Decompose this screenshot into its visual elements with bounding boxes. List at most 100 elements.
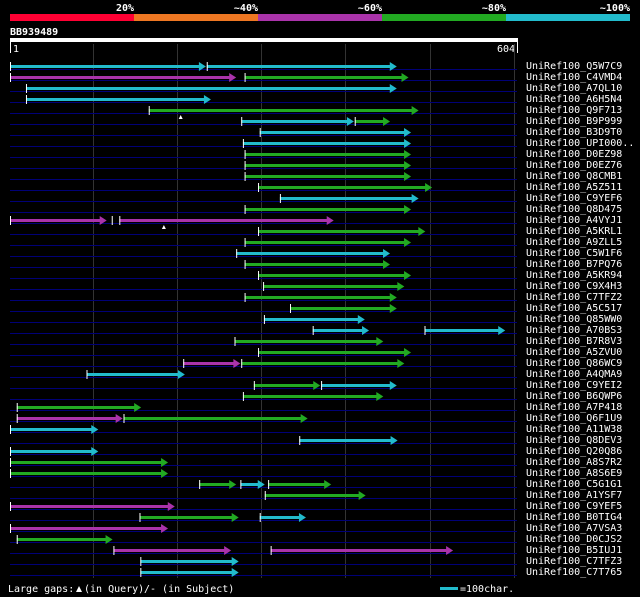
hit-segment[interactable] <box>148 109 413 112</box>
hit-label[interactable]: UniRef100_A5KR94 <box>526 270 622 281</box>
hit-segment[interactable] <box>25 98 205 101</box>
hit-segment[interactable] <box>119 219 328 222</box>
hit-label[interactable]: UniRef100_D0EZ76 <box>526 160 622 171</box>
hit-label[interactable]: UniRef100_Q8D475 <box>526 204 622 215</box>
hit-label[interactable]: UniRef100_C5W1F6 <box>526 248 622 259</box>
hit-row[interactable]: UniRef100_A7QL10 <box>10 83 622 94</box>
hit-label[interactable]: UniRef100_A11W38 <box>526 424 622 435</box>
hit-label[interactable]: UniRef100_C7T765 <box>526 567 622 578</box>
hit-segment[interactable] <box>244 296 391 299</box>
hit-segment[interactable] <box>10 219 101 222</box>
hit-row[interactable]: UniRef100_C9YEF6 <box>10 193 622 204</box>
hit-segment[interactable] <box>183 362 235 365</box>
hit-segment[interactable] <box>25 87 391 90</box>
hit-row[interactable]: UniRef100_A5C517 <box>10 303 622 314</box>
hit-label[interactable]: UniRef100_B9P999 <box>526 116 622 127</box>
hit-segment[interactable] <box>258 186 427 189</box>
hit-label[interactable]: UniRef100_B7PQ76 <box>526 259 622 270</box>
hit-label[interactable]: UniRef100_C7TFZ3 <box>526 556 622 567</box>
hit-label[interactable]: UniRef100_A5C517 <box>526 303 622 314</box>
hit-segment[interactable] <box>240 483 259 486</box>
hit-label[interactable]: UniRef100_A7P418 <box>526 402 622 413</box>
hit-row[interactable]: UniRef100_A5Z511 <box>10 182 622 193</box>
hit-row[interactable]: UniRef100_Q9F713 <box>10 105 622 119</box>
hit-label[interactable]: UniRef100_A5KRL1 <box>526 226 622 237</box>
hit-segment[interactable] <box>113 549 226 552</box>
hit-segment[interactable] <box>140 571 233 574</box>
hit-row[interactable]: UniRef100_C7TFZ3 <box>10 556 622 567</box>
hit-label[interactable]: UniRef100_Q85WW0 <box>526 314 622 325</box>
hit-row[interactable]: UniRef100_C5W1F6 <box>10 248 622 259</box>
hit-segment[interactable] <box>299 439 392 442</box>
hit-segment[interactable] <box>263 318 359 321</box>
hit-label[interactable]: UniRef100_A7QL10 <box>526 83 622 94</box>
hit-segment[interactable] <box>242 395 378 398</box>
hit-segment[interactable] <box>270 549 448 552</box>
hit-label[interactable]: UniRef100_C5G1G1 <box>526 479 622 490</box>
hit-segment[interactable] <box>263 285 399 288</box>
hit-row[interactable]: UniRef100_A70BS3 <box>10 325 622 336</box>
hit-segment[interactable] <box>244 208 406 211</box>
hit-label[interactable]: UniRef100_C9YEI2 <box>526 380 622 391</box>
hit-label[interactable]: UniRef100_Q86WC9 <box>526 358 622 369</box>
hit-label[interactable]: UniRef100_B0TIG4 <box>526 512 622 523</box>
hit-segment[interactable] <box>234 340 378 343</box>
hit-row[interactable]: UniRef100_B7PQ76 <box>10 259 622 270</box>
hit-segment[interactable] <box>244 153 406 156</box>
hit-segment[interactable] <box>244 175 406 178</box>
hit-segment[interactable] <box>10 76 231 79</box>
hit-row[interactable]: UniRef100_A5ZVU0 <box>10 347 622 358</box>
hit-row[interactable]: UniRef100_B5IUJ1 <box>10 545 622 556</box>
hit-segment[interactable] <box>10 472 163 475</box>
hit-row[interactable]: UniRef100_D0EZ98 <box>10 149 622 160</box>
hit-segment[interactable] <box>139 516 233 519</box>
hit-label[interactable]: UniRef100_A1YSF7 <box>526 490 622 501</box>
hit-row[interactable]: UniRef100_C4VMD4 <box>10 72 622 83</box>
hit-label[interactable]: UniRef100_Q6F1U9 <box>526 413 622 424</box>
hit-row[interactable]: UniRef100_Q8DEV3 <box>10 435 622 446</box>
hit-segment[interactable] <box>244 76 403 79</box>
hit-segment[interactable] <box>312 329 364 332</box>
hit-label[interactable]: UniRef100_A4VYJ1 <box>526 215 622 226</box>
hit-segment[interactable] <box>354 120 385 123</box>
hit-segment[interactable] <box>86 373 179 376</box>
hit-label[interactable]: UniRef100_C9X4H3 <box>526 281 622 292</box>
hit-row[interactable]: UniRef100_C9YEF5 <box>10 501 622 512</box>
hit-label[interactable]: UniRef100_C9YEF6 <box>526 193 622 204</box>
hit-segment[interactable] <box>10 428 93 431</box>
hit-label[interactable]: UniRef100_C9YEF5 <box>526 501 622 512</box>
hit-segment[interactable] <box>123 417 302 420</box>
hit-segment[interactable] <box>206 65 391 68</box>
hit-row[interactable]: UniRef100_Q5W7C9 <box>10 61 622 72</box>
hit-row[interactable]: UniRef100_B0TIG4 <box>10 512 622 523</box>
hit-row[interactable]: UniRef100_Q86WC9 <box>10 358 622 369</box>
hit-row[interactable]: UniRef100_A7P418 <box>10 402 622 413</box>
hit-segment[interactable] <box>259 516 300 519</box>
hit-label[interactable]: UniRef100_Q5W7C9 <box>526 61 622 72</box>
hit-segment[interactable] <box>244 241 406 244</box>
hit-label[interactable]: UniRef100_C7TFZ2 <box>526 292 622 303</box>
hit-row[interactable]: UniRef100_UPI000.. <box>10 138 634 149</box>
hit-label[interactable]: UniRef100_A5Z511 <box>526 182 622 193</box>
hit-row[interactable]: UniRef100_Q20Q86 <box>10 446 622 457</box>
hit-label[interactable]: UniRef100_B7R8V3 <box>526 336 622 347</box>
hit-segment[interactable] <box>16 417 117 420</box>
hit-label[interactable]: UniRef100_A70BS3 <box>526 325 622 336</box>
hit-row[interactable]: UniRef100_B9P999 <box>10 116 622 127</box>
hit-label[interactable]: UniRef100_C4VMD4 <box>526 72 622 83</box>
hit-row[interactable]: UniRef100_B3D9T0 <box>10 127 622 138</box>
hit-segment[interactable] <box>10 505 169 508</box>
hit-row[interactable]: UniRef100_A6H5N4 <box>10 94 622 105</box>
hit-label[interactable]: UniRef100_D0EZ98 <box>526 149 622 160</box>
hit-label[interactable]: UniRef100_Q8CMB1 <box>526 171 622 182</box>
hit-segment[interactable] <box>258 274 406 277</box>
hit-label[interactable]: UniRef100_Q8DEV3 <box>526 435 622 446</box>
hit-row[interactable]: UniRef100_A9ZLL5 <box>10 237 622 248</box>
hit-row[interactable]: UniRef100_A8S7R2 <box>10 457 622 468</box>
hit-row[interactable]: UniRef100_A4QMA9 <box>10 369 622 380</box>
hit-segment[interactable] <box>236 252 385 255</box>
hit-label[interactable]: UniRef100_A7VSA3 <box>526 523 622 534</box>
hit-row[interactable]: UniRef100_B7R8V3 <box>10 336 622 347</box>
hit-segment[interactable] <box>244 263 385 266</box>
hit-label[interactable]: UniRef100_Q9F713 <box>526 105 622 116</box>
